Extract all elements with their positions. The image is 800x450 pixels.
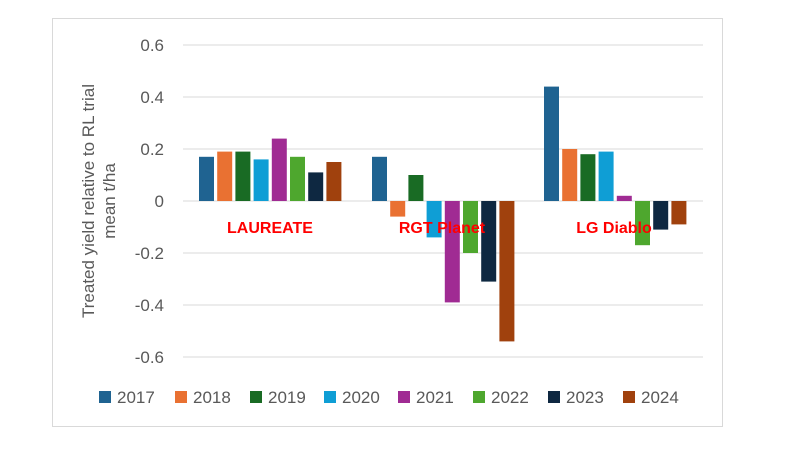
bar-2019-rgt-planet xyxy=(408,175,424,201)
category-label: RGT Planet xyxy=(399,220,486,237)
bar-2020-laureate xyxy=(253,159,269,201)
y-tick-label: 0.2 xyxy=(140,140,164,159)
legend-swatch xyxy=(623,391,635,403)
bar-2022-rgt-planet xyxy=(463,201,478,253)
legend-swatch xyxy=(548,391,560,403)
legend-label: 2018 xyxy=(193,388,231,407)
bar-2019-lg-diablo xyxy=(580,154,596,201)
bar-2024-lg-diablo xyxy=(671,201,687,225)
bar-2020-lg-diablo xyxy=(598,151,614,201)
bar-2017-rgt-planet xyxy=(372,156,387,201)
y-tick-label: 0.6 xyxy=(140,36,164,55)
bar-2022-lg-diablo xyxy=(635,201,650,246)
bar-2019-laureate xyxy=(235,151,251,201)
legend-label: 2021 xyxy=(416,388,454,407)
legend-label: 2019 xyxy=(268,388,306,407)
y-axis-title: Treated yield relative to RL trial mean t… xyxy=(79,84,119,318)
legend-swatch xyxy=(473,391,485,403)
bar-2017-lg-diablo xyxy=(544,86,559,201)
legend-label: 2024 xyxy=(641,388,679,407)
bar-2023-lg-diablo xyxy=(653,201,669,230)
y-tick-label: -0.4 xyxy=(135,296,164,315)
bar-2021-rgt-planet xyxy=(444,201,460,303)
y-tick-label: -0.6 xyxy=(135,348,164,367)
y-tick-label: 0 xyxy=(155,192,164,211)
legend-label: 2020 xyxy=(342,388,380,407)
legend-swatch xyxy=(175,391,187,403)
bars xyxy=(199,86,687,342)
bar-2020-rgt-planet xyxy=(426,201,442,238)
bar-2018-lg-diablo xyxy=(562,149,578,201)
legend-swatch xyxy=(398,391,410,403)
legend-swatch xyxy=(99,391,111,403)
category-labels: LAUREATE RGT Planet LG Diablo xyxy=(227,220,652,237)
y-axis-ticks: 0.6 0.4 0.2 0 -0.2 -0.4 -0.6 xyxy=(135,36,164,367)
bar-2022-laureate xyxy=(290,156,305,201)
legend-swatch xyxy=(250,391,262,403)
category-label: LAUREATE xyxy=(227,220,313,237)
legend-label: 2023 xyxy=(566,388,604,407)
bar-2021-lg-diablo xyxy=(616,195,632,201)
y-tick-label: 0.4 xyxy=(140,88,164,107)
legend-label: 2017 xyxy=(117,388,155,407)
bar-2018-rgt-planet xyxy=(390,201,406,217)
y-tick-label: -0.2 xyxy=(135,244,164,263)
bar-2023-rgt-planet xyxy=(481,201,497,282)
legend: 2017 2018 2019 2020 2021 2022 2023 2024 xyxy=(99,388,679,407)
bar-2018-laureate xyxy=(217,151,233,201)
legend-label: 2022 xyxy=(491,388,529,407)
bar-2024-rgt-planet xyxy=(499,201,515,342)
category-label: LG Diablo xyxy=(576,220,652,237)
bar-2024-laureate xyxy=(326,162,342,201)
bar-2023-laureate xyxy=(308,172,324,201)
gridlines xyxy=(183,44,703,358)
bar-2021-laureate xyxy=(271,138,287,201)
legend-swatch xyxy=(324,391,336,403)
bar-2017-laureate xyxy=(199,156,214,201)
chart-frame xyxy=(52,18,723,427)
